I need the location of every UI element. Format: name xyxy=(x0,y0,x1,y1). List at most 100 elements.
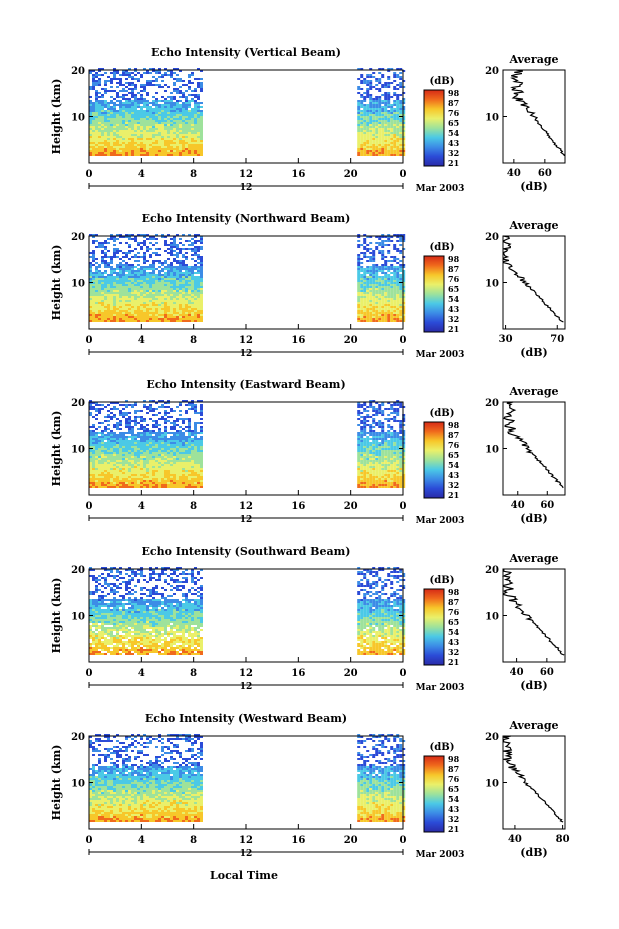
heatmap-cell xyxy=(128,276,131,278)
heatmap-cell xyxy=(363,124,367,126)
heatmap-cell xyxy=(167,128,170,130)
heatmap-cell xyxy=(399,244,403,246)
heatmap-cell xyxy=(149,140,152,142)
heatmap-cell xyxy=(185,104,188,106)
heatmap-cell xyxy=(92,482,95,484)
heatmap-cell xyxy=(143,274,146,276)
heatmap-cell xyxy=(393,152,397,154)
heatmap-cell xyxy=(194,252,197,254)
heatmap-cell xyxy=(146,312,149,314)
heatmap-cell xyxy=(179,154,182,156)
heatmap-cell xyxy=(378,266,382,268)
heatmap-cell xyxy=(149,484,152,486)
heatmap-cell xyxy=(378,308,382,310)
heatmap-cell xyxy=(149,304,152,306)
heatmap-cell xyxy=(104,312,107,314)
heatmap-cell xyxy=(173,422,176,424)
heatmap-cell xyxy=(182,144,185,146)
heatmap-cell xyxy=(92,260,95,262)
heatmap-cell xyxy=(158,122,161,124)
heatmap-cell xyxy=(113,118,116,120)
heatmap-cell xyxy=(176,300,179,302)
heatmap-cell xyxy=(134,144,137,146)
heatmap-cell xyxy=(170,292,173,294)
heatmap-cell xyxy=(122,106,125,108)
heatmap-cell xyxy=(360,80,364,82)
heatmap-cell xyxy=(149,144,152,146)
heatmap-cell xyxy=(155,470,158,472)
heatmap-cell xyxy=(399,82,403,84)
heatmap-cell xyxy=(149,314,152,316)
heatmap-cell xyxy=(191,274,194,276)
heatmap-cell xyxy=(95,84,98,86)
heatmap-cell xyxy=(134,436,137,438)
heatmap-cell xyxy=(140,234,143,236)
heatmap-cell xyxy=(143,450,146,452)
heatmap-cell xyxy=(200,138,203,140)
heatmap-cell xyxy=(119,278,122,280)
heatmap-cell xyxy=(167,268,170,270)
heatmap-cell xyxy=(152,270,155,272)
heatmap-cell xyxy=(369,310,373,312)
heatmap-cell xyxy=(185,448,188,450)
heatmap-cell xyxy=(131,288,134,290)
heatmap-cell xyxy=(140,476,143,478)
heatmap-cell xyxy=(161,314,164,316)
heatmap-cell xyxy=(390,296,394,298)
heatmap-cell xyxy=(164,116,167,118)
heatmap-cell xyxy=(179,450,182,452)
heatmap-cell xyxy=(200,150,203,152)
heatmap-cell xyxy=(191,134,194,136)
heatmap-cell xyxy=(131,134,134,136)
heatmap-cell xyxy=(402,106,406,108)
heatmap-cell xyxy=(107,118,110,120)
heatmap-cell xyxy=(149,292,152,294)
heatmap-cell xyxy=(387,280,391,282)
heatmap-cell xyxy=(366,76,370,78)
heatmap-cell xyxy=(140,302,143,304)
heatmap-cell xyxy=(176,470,179,472)
heatmap-cell xyxy=(390,138,394,140)
heatmap-cell xyxy=(381,234,385,236)
heatmap-cell xyxy=(143,154,146,156)
heatmap-cell xyxy=(140,300,143,302)
heatmap-cell xyxy=(128,112,131,114)
heatmap-cell xyxy=(176,248,179,250)
heatmap-cell xyxy=(128,294,131,296)
heatmap-cell xyxy=(399,114,403,116)
heatmap-cell xyxy=(116,114,119,116)
heatmap-cell xyxy=(179,468,182,470)
heatmap-cell xyxy=(200,450,203,452)
heatmap-cell xyxy=(197,102,200,104)
heatmap-cell xyxy=(357,86,361,88)
heatmap-cell xyxy=(200,298,203,300)
heatmap-cell xyxy=(179,126,182,128)
heatmap-cell xyxy=(149,120,152,122)
heatmap-cell xyxy=(167,284,170,286)
heatmap-cell xyxy=(113,90,116,92)
heatmap-cell xyxy=(372,312,376,314)
heatmap-cell xyxy=(158,298,161,300)
heatmap-cell xyxy=(134,460,137,462)
heatmap-cell xyxy=(164,418,167,420)
heatmap-cell xyxy=(149,138,152,140)
heatmap-cell xyxy=(173,486,176,488)
heatmap-cell xyxy=(194,124,197,126)
heatmap-cell xyxy=(131,308,134,310)
heatmap-cell xyxy=(170,454,173,456)
heatmap-cell xyxy=(149,148,152,150)
heatmap-cell xyxy=(122,132,125,134)
heatmap-cell xyxy=(384,138,388,140)
heatmap-cell xyxy=(149,264,152,266)
heatmap-cell xyxy=(122,432,125,434)
heatmap-cell xyxy=(194,290,197,292)
heatmap-cell xyxy=(197,458,200,460)
heatmap-cell xyxy=(140,278,143,280)
heatmap-cell xyxy=(167,300,170,302)
heatmap-cell xyxy=(182,106,185,108)
heatmap-cell xyxy=(200,304,203,306)
heatmap-cell xyxy=(134,308,137,310)
heatmap-cell xyxy=(393,316,397,318)
heatmap-cell xyxy=(393,86,397,88)
heatmap-cell xyxy=(95,440,98,442)
